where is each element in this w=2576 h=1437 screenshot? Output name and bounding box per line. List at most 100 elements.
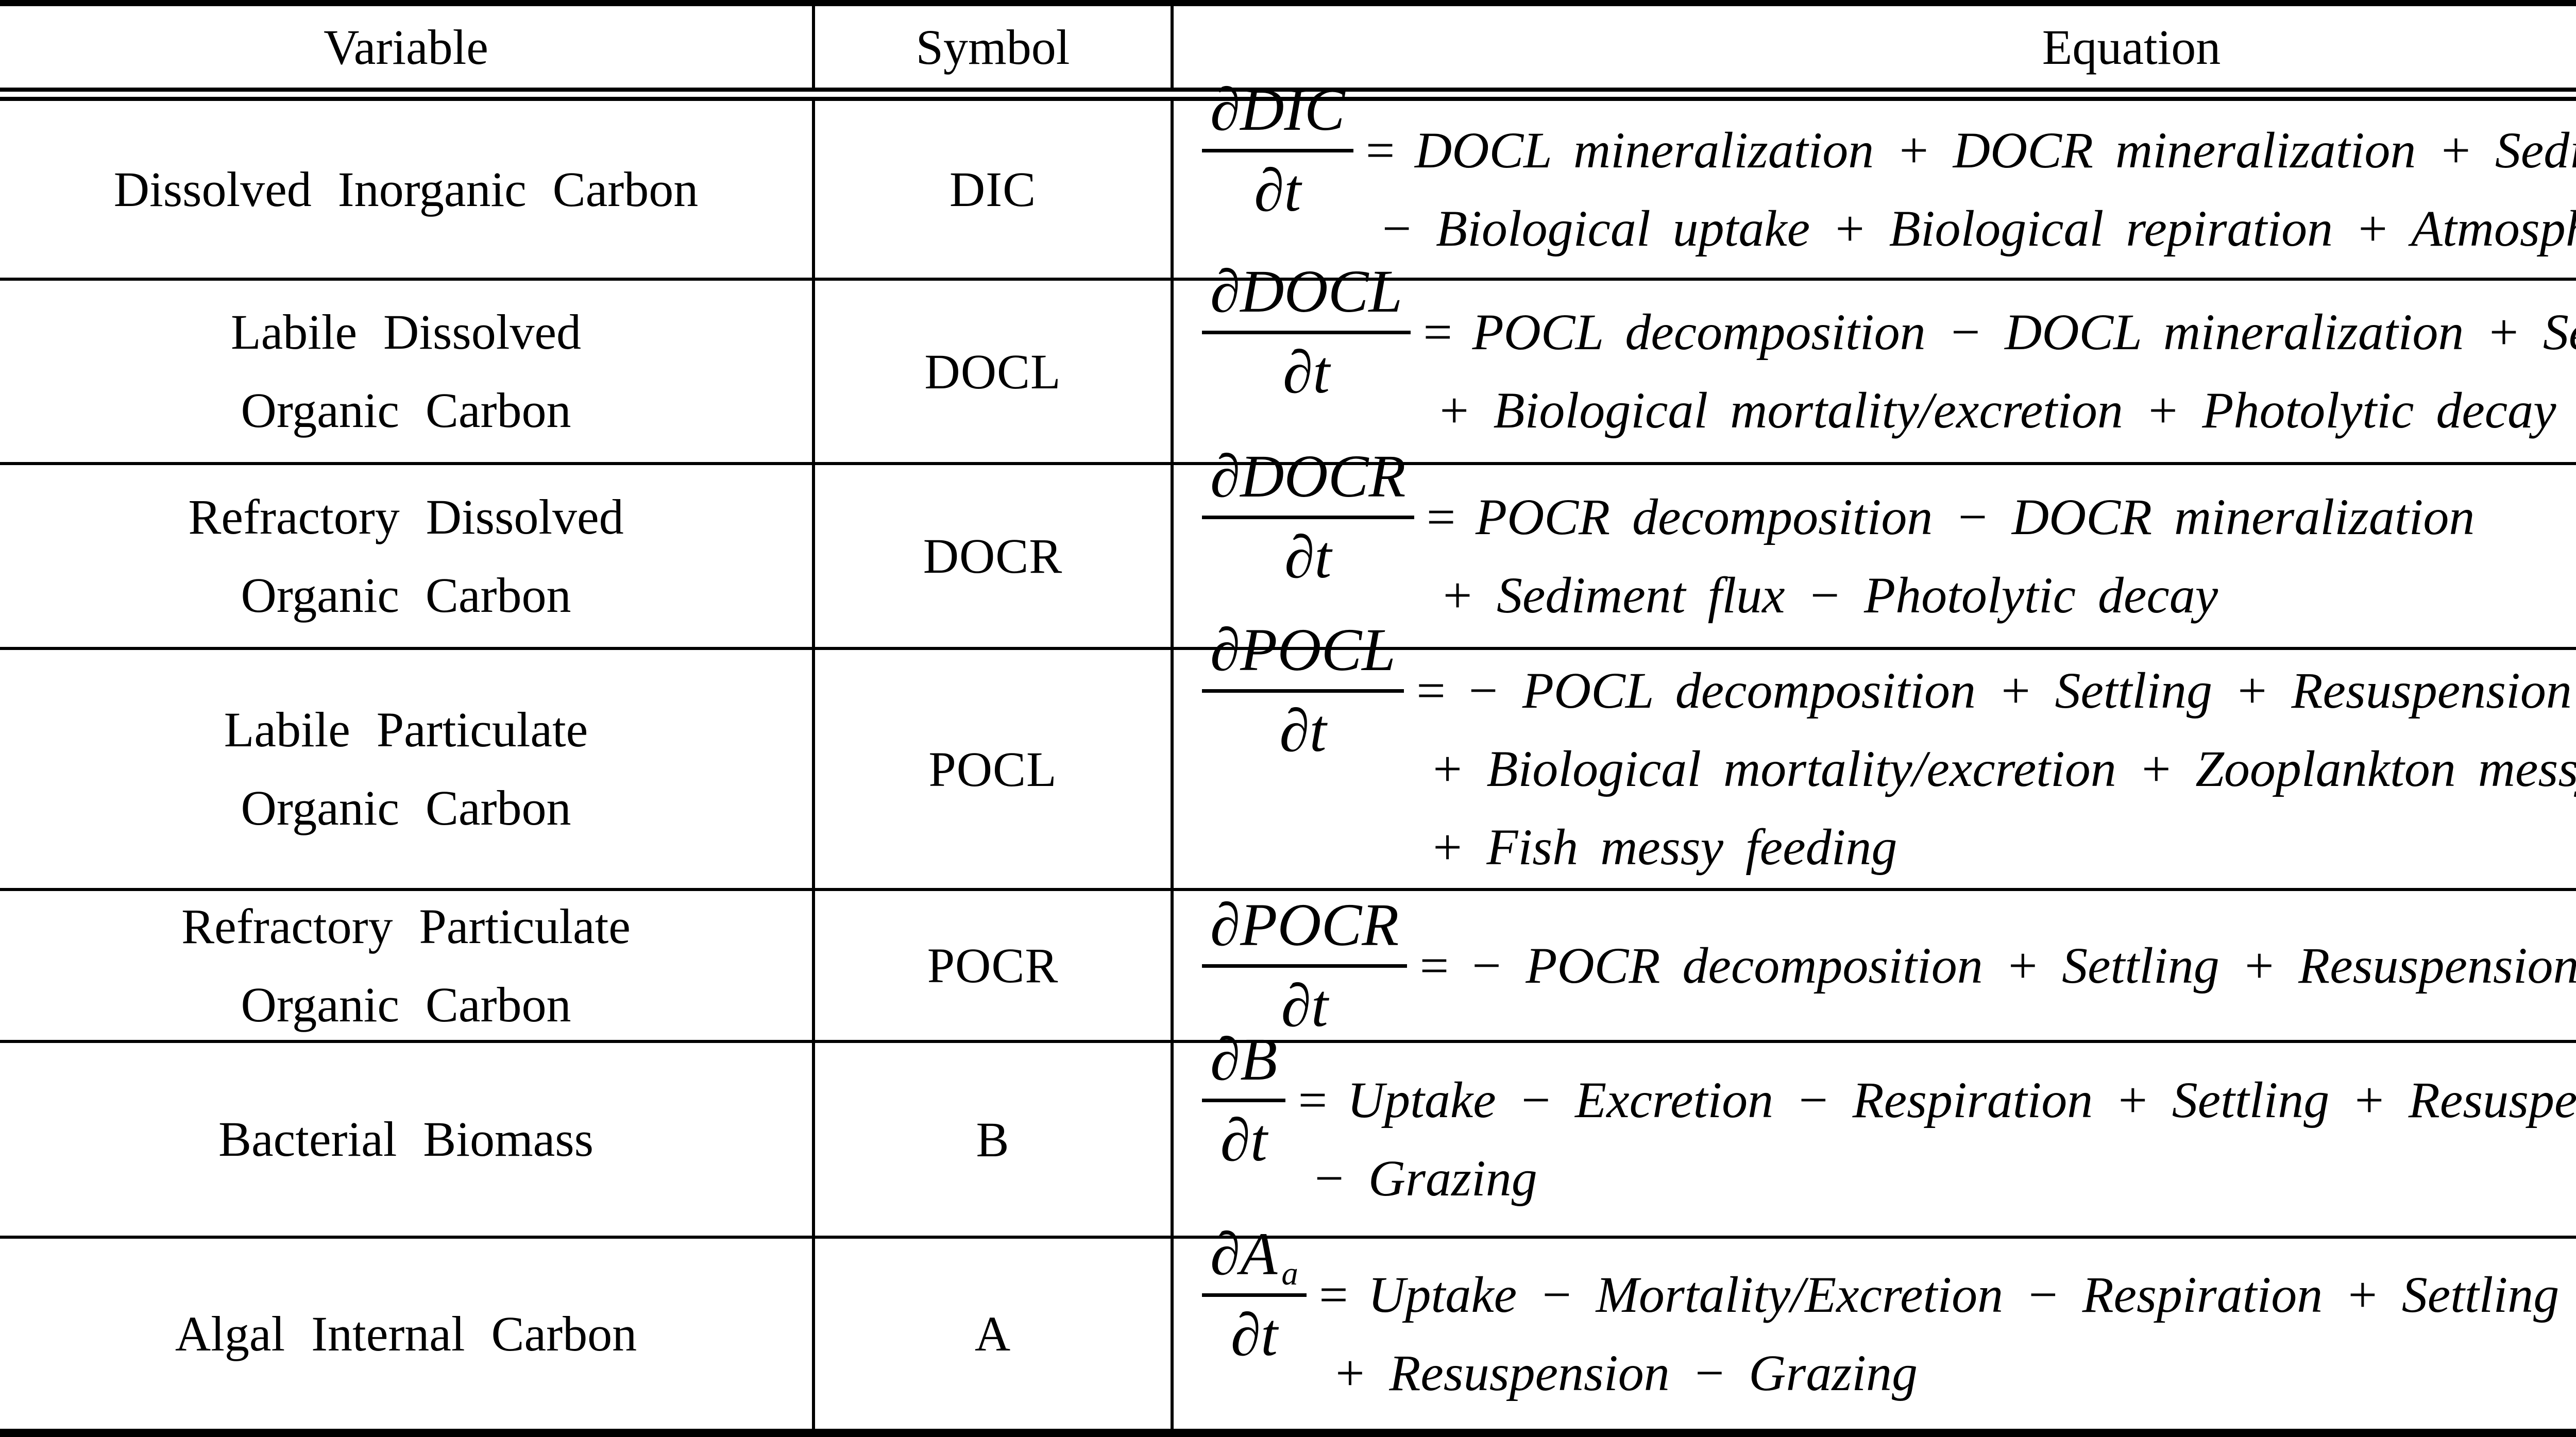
equals-sign: = [1416, 936, 1451, 994]
variable-cell: Refractory Particulate Organic Carbon [0, 891, 815, 1040]
equation-body: = Uptake − Excretion − Respiration + Sett… [1285, 1061, 2576, 1218]
equation-cell: ∂DOCL ∂t = POCL decomposition − DOCL mine… [1174, 260, 2576, 462]
equation-line: + Biological mortality/excretion + Photo… [1436, 382, 2556, 439]
partial-derivative-fraction: ∂DOCR ∂t [1202, 444, 1414, 589]
fraction-denominator: ∂t [1282, 338, 1330, 406]
equation-terms: DOCL mineralization + DOCR mineralizatio… [1415, 121, 2576, 179]
fraction-denominator: ∂t [1220, 1106, 1267, 1174]
fraction-numerator: ∂DOCL [1202, 260, 1411, 334]
variable-text: Refractory Dissolved [188, 489, 624, 544]
equation-cell: ∂POCR ∂t = − POCR decomposition + Settlin… [1174, 891, 2576, 1040]
equation-terms: − POCL decomposition + Settling + Resusp… [1465, 662, 2572, 719]
variable-text: Bacterial Biomass [218, 1111, 594, 1167]
variable-text: Refractory Particulate [181, 898, 631, 954]
equation-cell: ∂B ∂t = Uptake − Excretion − Respiration … [1174, 1028, 2576, 1236]
equation-line: + Biological mortality/excretion + Zoopl… [1429, 740, 2576, 797]
fraction-denominator: ∂t [1279, 697, 1327, 764]
variable-text: Labile Particulate [224, 702, 588, 757]
equation: ∂POCL ∂t = − POCL decomposition + Settlin… [1202, 618, 2576, 886]
equals-sign: = [1315, 1265, 1351, 1323]
equation-line: = − POCL decomposition + Settling + Resus… [1404, 652, 2576, 730]
table-header-row: Variable Symbol Equation [0, 6, 2576, 88]
equals-sign: = [1362, 121, 1398, 179]
header-symbol: Symbol [815, 6, 1174, 88]
equation-line: = Uptake − Excretion − Respiration + Sett… [1285, 1061, 2576, 1139]
fraction-numerator: ∂POCR [1202, 893, 1408, 968]
equation-line: + Sediment flux − Photolytic decay [1439, 566, 2218, 624]
symbol-cell: DOCR [815, 465, 1174, 647]
partial-derivative-fraction: ∂POCL ∂t [1202, 618, 1404, 763]
equation-cell: ∂DOCR ∂t = POCR decomposition − DOCR mine… [1174, 444, 2576, 647]
equation-cell: ∂DIC ∂t = DOCL mineralization + DOCR mine… [1174, 77, 2576, 278]
variable-cell: Algal Internal Carbon [0, 1239, 815, 1429]
partial-derivative-fraction: ∂B ∂t [1202, 1028, 1286, 1174]
equation-line: + Resuspension − Grazing [1332, 1344, 1918, 1401]
equation-terms: POCR decomposition − DOCR mineralization [1476, 488, 2475, 545]
symbol-cell: POCL [815, 650, 1174, 888]
partial-derivative-fraction: ∂POCR ∂t [1202, 893, 1408, 1039]
equation: ∂DOCR ∂t = POCR decomposition − DOCR mine… [1202, 444, 2576, 635]
variable-text: Organic Carbon [241, 780, 571, 835]
equation: ∂B ∂t = Uptake − Excretion − Respiration … [1202, 1028, 2576, 1218]
equation: ∂A a ∂t = Uptake − Mortality/Excretion − R… [1202, 1222, 2576, 1412]
equation-terms: POCL decomposition − DOCL mineralization… [1472, 303, 2576, 361]
variable-text: Dissolved Inorganic Carbon [113, 161, 699, 217]
equation-body: = Uptake − Mortality/Excretion − Respirat… [1307, 1256, 2559, 1412]
equation-terms: − POCR decomposition + Settling + Resusp… [1468, 936, 2576, 994]
fraction-numerator: ∂DOCR [1202, 444, 1414, 519]
fraction-denominator: ∂t [1254, 156, 1301, 224]
fraction-denominator: ∂t [1230, 1301, 1278, 1368]
variable-cell: Refractory Dissolved Organic Carbon [0, 465, 815, 647]
equation-line: − Biological uptake + Biological repirat… [1379, 199, 2576, 257]
equals-sign: = [1420, 303, 1455, 361]
equation: ∂POCR ∂t = − POCR decomposition + Settlin… [1202, 893, 2576, 1037]
partial-derivative-fraction: ∂A a ∂t [1202, 1222, 1307, 1367]
variable-cell: Labile Particulate Organic Carbon [0, 650, 815, 888]
equation-body: = DOCL mineralization + DOCR mineralizati… [1353, 111, 2576, 268]
equals-sign: = [1295, 1071, 1330, 1128]
equation-line: = POCR decomposition − DOCR mineralizatio… [1414, 478, 2475, 556]
equation-terms: Uptake − Excretion − Respiration + Settl… [1347, 1071, 2576, 1128]
equation-line: = DOCL mineralization + DOCR mineralizati… [1353, 111, 2576, 190]
fraction-numerator: ∂DIC [1202, 77, 1353, 152]
equation-line: + Fish messy feeding [1429, 818, 1897, 876]
table-row: Refractory Dissolved Organic Carbon DOCR… [0, 444, 2576, 650]
table-row: Refractory Particulate Organic Carbon PO… [0, 891, 2576, 1043]
numerator-subscript: a [1281, 1255, 1298, 1293]
fraction-numerator: ∂B [1202, 1028, 1286, 1102]
equals-sign: = [1413, 662, 1448, 719]
table-row: Labile Particulate Organic Carbon POCL ∂… [0, 618, 2576, 891]
equation-cell: ∂POCL ∂t = − POCL decomposition + Settlin… [1174, 618, 2576, 888]
equation: ∂DOCL ∂t = POCL decomposition − DOCL mine… [1202, 260, 2576, 450]
variable-text: Organic Carbon [241, 383, 571, 438]
fraction-numerator: ∂POCL [1202, 618, 1404, 693]
fraction-denominator: ∂t [1281, 971, 1328, 1039]
symbol-cell: A [815, 1239, 1174, 1429]
header-double-rule [0, 88, 2576, 101]
table-row: Dissolved Inorganic Carbon DIC ∂DIC ∂t =… [0, 77, 2576, 281]
header-variable: Variable [0, 6, 815, 88]
equation-body: = − POCR decomposition + Settling + Resus… [1407, 927, 2576, 1005]
equation-body: = − POCL decomposition + Settling + Resus… [1404, 652, 2576, 886]
equation-line: = Uptake − Mortality/Excretion − Respirat… [1307, 1256, 2559, 1334]
partial-derivative-fraction: ∂DOCL ∂t [1202, 260, 1411, 404]
equation-terms: Uptake − Mortality/Excretion − Respirati… [1368, 1265, 2560, 1323]
equals-sign: = [1423, 488, 1459, 545]
variable-text: Organic Carbon [241, 567, 571, 623]
variable-text: Labile Dissolved [230, 304, 582, 360]
equation-cell: ∂A a ∂t = Uptake − Mortality/Excretion − R… [1174, 1222, 2576, 1429]
fraction-numerator: ∂A a [1202, 1222, 1307, 1297]
equation-line: − Grazing [1311, 1150, 1537, 1207]
header-equation: Equation [2042, 19, 2221, 75]
equation-body: = POCR decomposition − DOCR mineralizatio… [1414, 478, 2475, 635]
variable-cell: Labile Dissolved Organic Carbon [0, 281, 815, 462]
equation-line: = POCL decomposition − DOCL mineralizatio… [1411, 293, 2576, 371]
symbol-cell: B [815, 1043, 1174, 1236]
symbol-cell: DOCL [815, 281, 1174, 462]
fraction-denominator: ∂t [1284, 523, 1332, 591]
variable-cell: Bacterial Biomass [0, 1043, 815, 1236]
equation: ∂DIC ∂t = DOCL mineralization + DOCR mine… [1202, 77, 2576, 268]
table-row: Labile Dissolved Organic Carbon DOCL ∂DO… [0, 260, 2576, 465]
equation-line: = − POCR decomposition + Settling + Resus… [1407, 927, 2576, 1005]
